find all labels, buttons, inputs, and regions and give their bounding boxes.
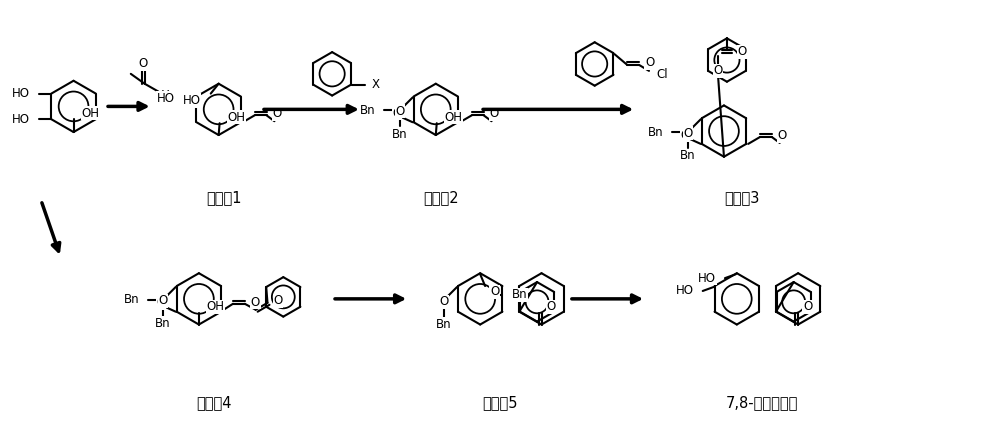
Text: OH: OH: [81, 107, 100, 120]
Text: O: O: [251, 296, 260, 309]
Text: 化合物4: 化合物4: [196, 395, 231, 410]
Text: O: O: [273, 107, 282, 120]
Text: O: O: [778, 129, 787, 142]
Text: Y: Y: [161, 89, 168, 102]
Text: O: O: [546, 300, 555, 313]
Text: O: O: [392, 107, 401, 120]
Text: Bn: Bn: [680, 149, 696, 162]
Text: HO: HO: [12, 113, 30, 126]
Text: Bn: Bn: [437, 318, 452, 331]
Text: O: O: [681, 129, 690, 141]
Text: OH: OH: [206, 300, 225, 313]
Text: O: O: [274, 294, 283, 307]
Text: 化合物1: 化合物1: [206, 190, 241, 205]
Text: HO: HO: [12, 87, 30, 100]
Text: HO: HO: [157, 92, 175, 105]
Text: HO: HO: [676, 285, 694, 297]
Text: Cl: Cl: [656, 68, 668, 81]
Text: O: O: [713, 64, 722, 78]
Text: 7,8-二羟基黄酮: 7,8-二羟基黄酮: [725, 395, 797, 410]
Text: Bn: Bn: [392, 127, 407, 141]
Text: O: O: [738, 45, 747, 58]
Text: 化合物5: 化合物5: [482, 395, 518, 410]
Text: O: O: [440, 295, 449, 308]
Text: HO: HO: [183, 94, 201, 107]
Text: OH: OH: [227, 111, 246, 124]
Text: X: X: [371, 78, 379, 91]
Text: 化合物3: 化合物3: [724, 190, 760, 205]
Text: Bn: Bn: [360, 104, 375, 117]
Text: O: O: [803, 300, 812, 313]
Text: O: O: [490, 285, 499, 299]
Text: O: O: [158, 294, 168, 307]
Text: O: O: [490, 107, 499, 120]
Text: 化合物2: 化合物2: [423, 190, 458, 205]
Text: O: O: [395, 105, 404, 118]
Text: HO: HO: [699, 272, 716, 285]
Text: OH: OH: [445, 111, 462, 124]
Text: Bn: Bn: [647, 126, 663, 138]
Text: Bn: Bn: [512, 288, 528, 302]
Text: Bn: Bn: [155, 317, 171, 330]
Text: Bn: Bn: [124, 294, 139, 306]
Text: O: O: [156, 296, 166, 309]
Text: O: O: [684, 127, 693, 140]
Text: O: O: [645, 57, 654, 69]
Text: O: O: [138, 58, 148, 70]
